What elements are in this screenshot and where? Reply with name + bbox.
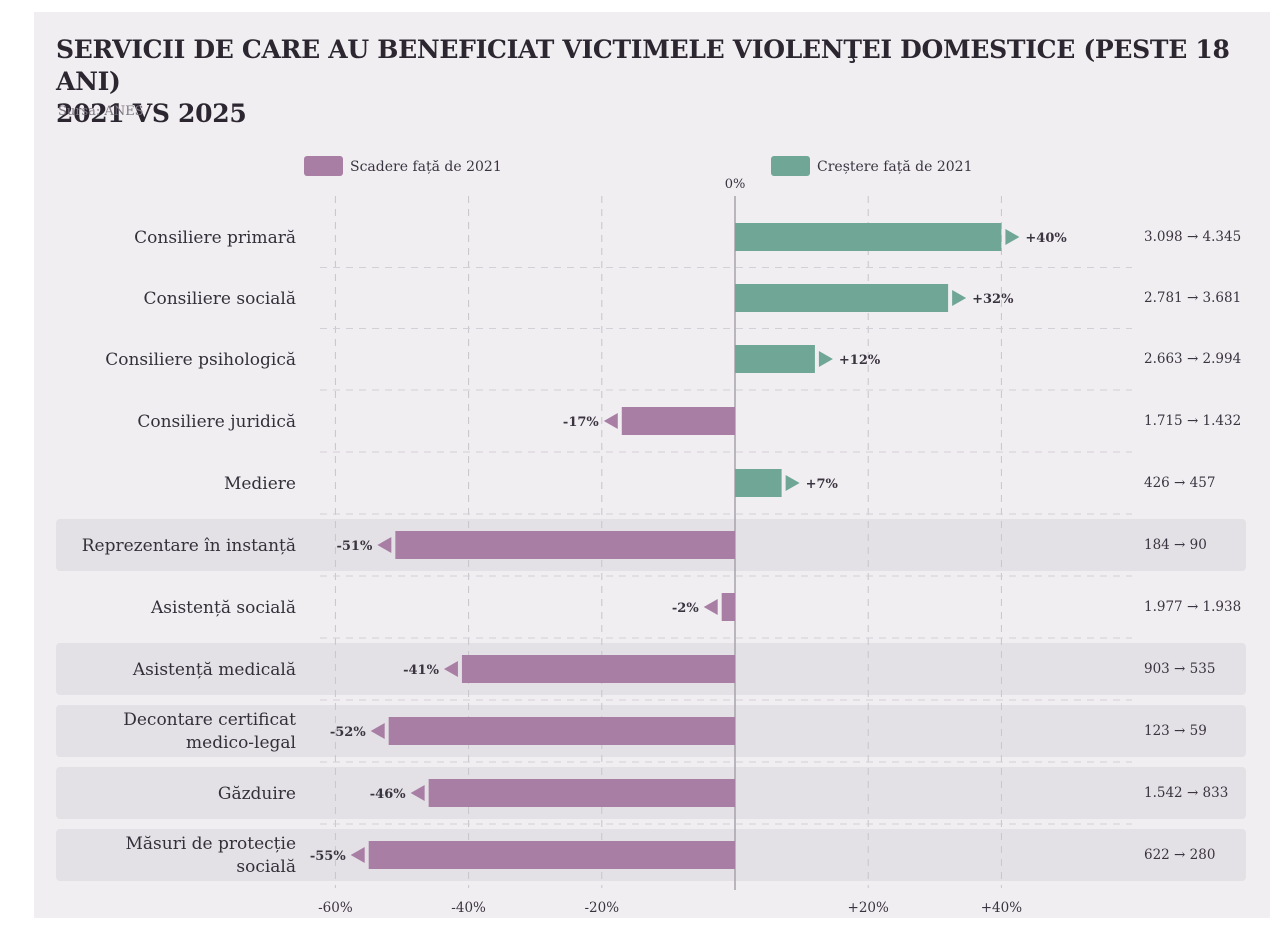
category-label: Mediere <box>224 474 296 494</box>
source-note: Sursa: ANES <box>58 104 144 119</box>
chart-title: SERVICII DE CARE AU BENEFICIAT VICTIMELE… <box>56 34 1266 130</box>
decrease-bar <box>621 407 735 435</box>
data-label: -46% <box>370 787 406 802</box>
count-change: 123 → 59 <box>1144 723 1207 739</box>
data-label: -52% <box>330 725 366 740</box>
decrease-bar <box>721 593 735 621</box>
data-label: +7% <box>806 477 839 492</box>
increase-bar <box>735 284 949 312</box>
data-label: -55% <box>310 849 346 864</box>
increase-marker <box>952 290 967 306</box>
category-label: Consiliere juridică <box>137 412 296 432</box>
increase-marker <box>1005 229 1020 245</box>
data-label: +12% <box>839 353 881 368</box>
title-line-1: SERVICII DE CARE AU BENEFICIAT VICTIMELE… <box>56 35 1230 96</box>
category-label: Reprezentare în instanță <box>82 536 296 556</box>
count-change: 3.098 → 4.345 <box>1144 229 1241 245</box>
category-label: medico-legal <box>186 733 296 753</box>
increase-marker <box>818 351 833 367</box>
legend-label-decrease: Scadere față de 2021 <box>350 159 502 175</box>
count-change: 1.715 → 1.432 <box>1144 413 1241 429</box>
legend-swatch-increase <box>771 156 810 176</box>
category-label: Decontare certificat <box>123 710 296 730</box>
increase-bar <box>735 469 782 497</box>
decrease-bar <box>428 779 735 807</box>
legend: Scadere față de 2021 Creștere față de 202… <box>304 156 973 176</box>
data-label: -41% <box>403 663 439 678</box>
x-tick-label: +40% <box>981 900 1022 916</box>
decrease-marker <box>377 537 392 553</box>
count-change: 903 → 535 <box>1144 661 1215 677</box>
zero-label: 0% <box>725 177 746 192</box>
grid-lines <box>320 196 1132 890</box>
category-label: Consiliere socială <box>143 289 296 309</box>
decrease-bar <box>388 717 735 745</box>
increase-marker <box>785 475 800 491</box>
x-tick-label: -60% <box>318 900 353 916</box>
category-label: Consiliere primară <box>134 228 296 248</box>
x-tick-label: -20% <box>585 900 620 916</box>
category-label: Consiliere psihologică <box>105 350 296 370</box>
category-label: socială <box>236 857 296 877</box>
count-change: 426 → 457 <box>1144 475 1215 491</box>
x-tick-label: -40% <box>451 900 486 916</box>
x-axis: 0% -60% -40% -20% +20% +40% <box>318 177 1022 916</box>
category-label: Asistență medicală <box>132 660 296 680</box>
data-label: +40% <box>1025 231 1067 246</box>
decrease-marker <box>350 847 365 863</box>
decrease-bar <box>368 841 735 869</box>
category-label: Asistență socială <box>150 598 296 618</box>
data-label: -2% <box>672 601 699 616</box>
count-change: 1.542 → 833 <box>1144 785 1228 801</box>
count-change: 1.977 → 1.938 <box>1144 599 1241 615</box>
title-line-2: 2021 VS 2025 <box>56 99 247 128</box>
count-change: 2.781 → 3.681 <box>1144 290 1241 306</box>
x-tick-label: +20% <box>848 900 889 916</box>
data-label: +32% <box>972 292 1014 307</box>
decrease-marker <box>703 599 718 615</box>
legend-swatch-decrease <box>304 156 343 176</box>
decrease-bar <box>395 531 735 559</box>
increase-bar <box>735 345 815 373</box>
row-labels: 3.098 → 4.345 Consiliere primară 2.781 → 3… <box>82 228 1241 877</box>
legend-label-increase: Creștere față de 2021 <box>817 159 973 175</box>
count-change: 622 → 280 <box>1144 847 1215 863</box>
data-label: -51% <box>336 539 372 554</box>
increase-bar <box>735 223 1002 251</box>
category-label: Măsuri de protecție <box>125 834 296 854</box>
decrease-marker <box>370 723 385 739</box>
count-change: 2.663 → 2.994 <box>1144 351 1241 367</box>
decrease-marker <box>410 785 425 801</box>
count-change: 184 → 90 <box>1144 537 1207 553</box>
decrease-bar <box>461 655 735 683</box>
data-label: -17% <box>563 415 599 430</box>
decrease-marker <box>603 413 618 429</box>
bars: +40% +32% +12% -17% +7% -51% -2% -41% -52% -46% -5… <box>310 223 1067 869</box>
decrease-marker <box>443 661 458 677</box>
category-label: Găzduire <box>218 784 296 804</box>
